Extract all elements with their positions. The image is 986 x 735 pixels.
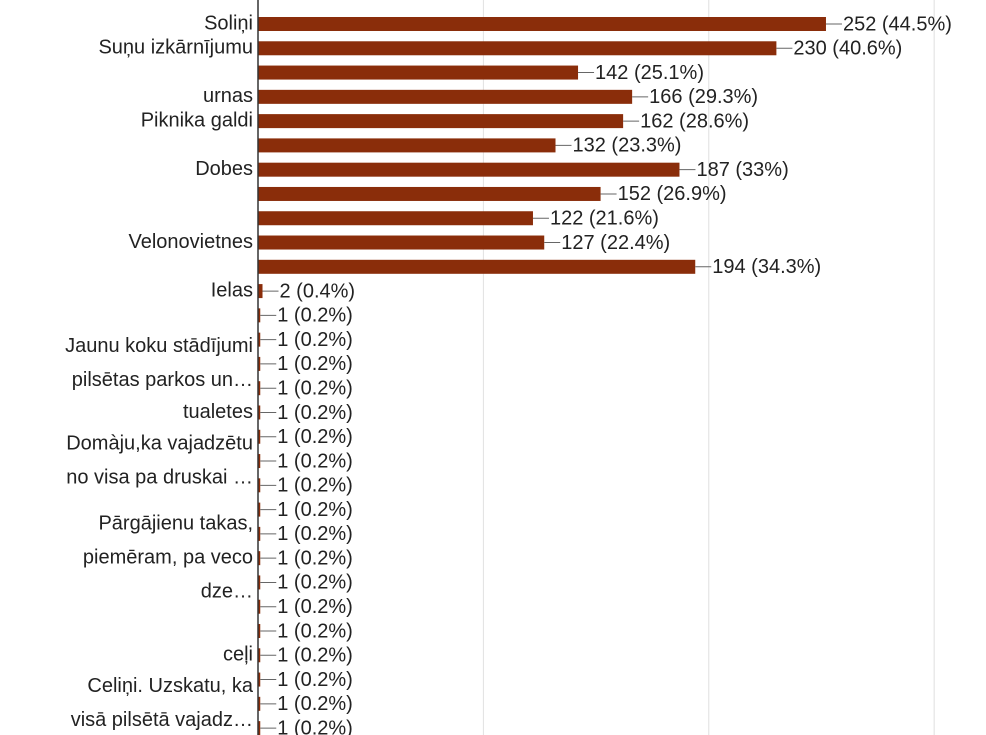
value-label: 1 (0.2%) [277, 620, 353, 642]
bar [258, 235, 545, 250]
bar [258, 429, 261, 444]
y-tick-label: Ielas [211, 279, 253, 301]
value-label: 1 (0.2%) [277, 717, 353, 735]
value-label: 1 (0.2%) [277, 572, 353, 594]
value-label: 187 (33%) [696, 159, 788, 181]
y-tick-label: Pārgājienu takas, [98, 512, 253, 534]
bar [258, 284, 263, 299]
bar [258, 526, 261, 541]
y-tick-label: visā pilsētā vajadz… [71, 709, 253, 731]
value-label: 1 (0.2%) [277, 450, 353, 472]
bar [258, 648, 261, 663]
bar [258, 114, 624, 129]
value-label: 1 (0.2%) [277, 523, 353, 545]
bar [258, 721, 261, 735]
bar [258, 478, 261, 493]
bar [258, 138, 556, 153]
bar [258, 405, 261, 420]
y-tick-label: tualetes [183, 401, 253, 423]
bar [258, 41, 777, 56]
bar [258, 17, 826, 31]
bar [258, 162, 680, 177]
y-tick-label: Domàju,ka vajadzētu [66, 432, 253, 454]
y-tick-label: Dobes [195, 158, 253, 180]
bar [258, 356, 261, 371]
value-label: 127 (22.4%) [561, 232, 670, 254]
y-tick-label: Soliņi [204, 12, 253, 34]
y-tick-label: Velonovietnes [128, 231, 253, 253]
value-label: 142 (25.1%) [595, 62, 704, 84]
value-label: 1 (0.2%) [277, 329, 353, 351]
bar [258, 259, 696, 274]
y-tick-label: no visa pa druskai … [66, 466, 253, 488]
value-label: 1 (0.2%) [277, 596, 353, 618]
bar [258, 672, 261, 687]
value-label: 1 (0.2%) [277, 402, 353, 424]
value-label: 1 (0.2%) [277, 693, 353, 715]
bar [258, 186, 601, 201]
bar [258, 454, 261, 469]
value-label: 252 (44.5%) [843, 13, 952, 35]
y-tick-label: Jaunu koku stādījumi [65, 335, 253, 357]
value-label: 1 (0.2%) [277, 377, 353, 399]
bar [258, 575, 261, 590]
bar [258, 332, 261, 347]
value-label: 1 (0.2%) [277, 475, 353, 497]
value-label: 132 (23.3%) [573, 135, 682, 157]
value-label: 122 (21.6%) [550, 208, 659, 230]
value-label: 2 (0.4%) [280, 280, 356, 302]
bar [258, 381, 261, 396]
value-label: 1 (0.2%) [277, 645, 353, 667]
bar [258, 502, 261, 517]
bar [258, 696, 261, 711]
y-tick-label: piemēram, pa veco [83, 546, 253, 568]
y-tick-label: pilsētas parkos un… [72, 369, 253, 391]
y-tick-label: ceļi [223, 644, 253, 666]
value-label: 1 (0.2%) [277, 305, 353, 327]
value-label: 194 (34.3%) [712, 256, 821, 278]
y-tick-label: Suņu izkārnījumu [98, 37, 253, 59]
value-label: 162 (28.6%) [640, 110, 749, 132]
value-label: 1 (0.2%) [277, 669, 353, 691]
y-tick-label: Celiņi. Uzskatu, ka [87, 675, 253, 697]
y-tick-label: dze… [201, 580, 253, 602]
value-label: 166 (29.3%) [649, 86, 758, 108]
bar [258, 211, 533, 226]
bar [258, 624, 261, 638]
bar [258, 65, 579, 80]
value-label: 230 (40.6%) [793, 38, 902, 60]
bar [258, 308, 261, 323]
value-label: 152 (26.9%) [618, 183, 727, 205]
y-tick-label: urnas [203, 85, 253, 107]
value-label: 1 (0.2%) [277, 353, 353, 375]
y-tick-label: Piknika galdi [141, 109, 253, 131]
value-label: 1 (0.2%) [277, 426, 353, 448]
bar [258, 89, 633, 104]
value-label: 1 (0.2%) [277, 499, 353, 521]
value-label: 1 (0.2%) [277, 547, 353, 569]
bar [258, 599, 261, 614]
bar [258, 551, 261, 566]
